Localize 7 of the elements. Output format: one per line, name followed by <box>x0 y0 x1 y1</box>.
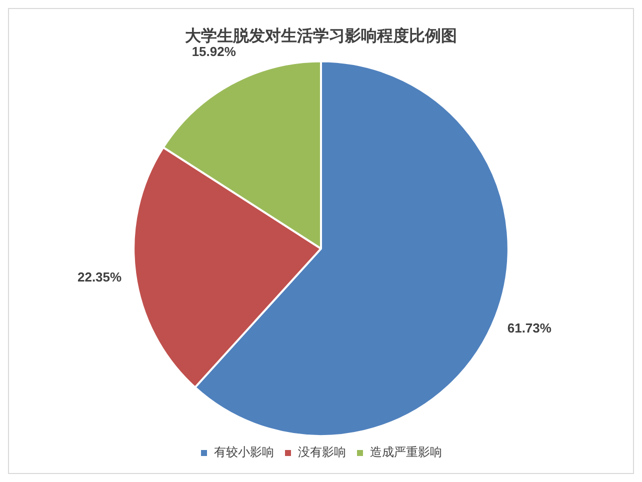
data-label: 61.73% <box>507 320 552 336</box>
data-label: 15.92% <box>192 44 236 60</box>
legend-label: 造成严重影响 <box>370 445 442 460</box>
data-label: 22.35% <box>77 270 122 284</box>
legend-label: 没有影响 <box>298 445 346 460</box>
legend-label: 有较小影响 <box>214 445 274 460</box>
chart-title: 大学生脱发对生活学习影响程度比例图 <box>185 26 457 45</box>
